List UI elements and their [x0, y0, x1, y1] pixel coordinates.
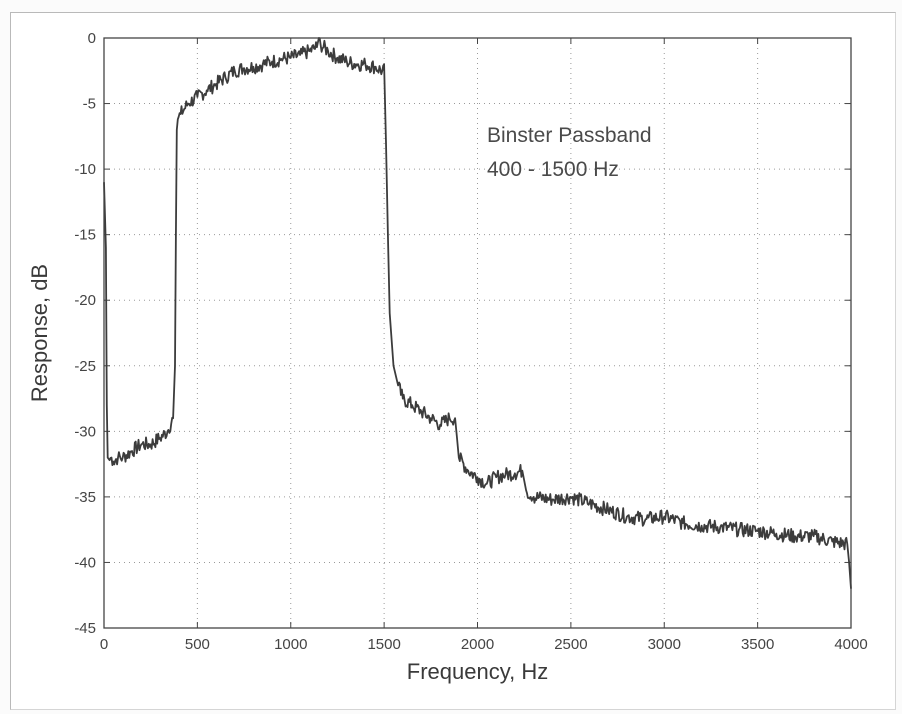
y-tick-label: -15: [74, 227, 96, 244]
x-tick-label: 2000: [461, 636, 494, 653]
x-tick-label: 500: [185, 636, 210, 653]
y-tick-label: -5: [83, 96, 96, 113]
response-series-line: [103, 37, 852, 589]
x-tick-label: 3000: [648, 636, 681, 653]
y-tick-labels: 0 -5 -10 -15 -20 -25 -30 -35 -40 -45: [74, 30, 96, 637]
plot-border: [103, 37, 852, 629]
y-tick-label: -25: [74, 358, 96, 375]
y-tick-label: -40: [74, 554, 96, 571]
x-tick-label: 1000: [274, 636, 307, 653]
y-tick-label: -10: [74, 161, 96, 178]
y-tick-label: -20: [74, 292, 96, 309]
x-tick-label: 4000: [834, 636, 867, 653]
y-tick-label: 0: [88, 30, 96, 47]
annotation-line-1: Binster Passband: [487, 124, 652, 147]
x-tick-label: 3500: [741, 636, 774, 653]
x-tick-label: 1500: [367, 636, 400, 653]
grid-lines: [104, 38, 851, 628]
x-tick-label: 0: [100, 636, 108, 653]
y-tick-label: -35: [74, 489, 96, 506]
annotation-line-2: 400 - 1500 Hz: [487, 158, 619, 181]
x-tick-label: 2500: [554, 636, 587, 653]
y-tick-label: -45: [74, 620, 96, 637]
y-axis-label: Response, dB: [27, 264, 52, 402]
x-axis-label: Frequency, Hz: [407, 659, 548, 684]
x-tick-labels: 0 500 1000 1500 2000 2500 3000 3500 4000: [100, 636, 868, 653]
y-tick-label: -30: [74, 423, 96, 440]
